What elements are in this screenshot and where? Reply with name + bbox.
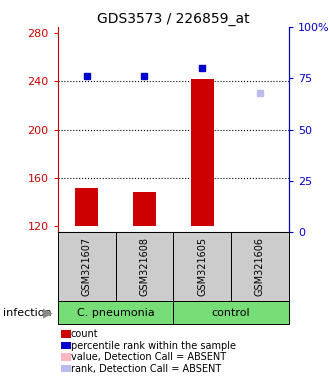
- Bar: [173, 301, 289, 324]
- Text: count: count: [71, 329, 99, 339]
- Bar: [231, 232, 289, 301]
- Text: GSM321608: GSM321608: [139, 237, 149, 296]
- Bar: [115, 232, 173, 301]
- Text: rank, Detection Call = ABSENT: rank, Detection Call = ABSENT: [71, 364, 221, 374]
- Text: control: control: [212, 308, 250, 318]
- Bar: [133, 192, 156, 226]
- Text: percentile rank within the sample: percentile rank within the sample: [71, 341, 236, 351]
- Text: C. pneumonia: C. pneumonia: [77, 308, 154, 318]
- Text: ▶: ▶: [43, 306, 53, 319]
- Bar: [58, 301, 173, 324]
- Title: GDS3573 / 226859_at: GDS3573 / 226859_at: [97, 12, 249, 26]
- Text: GSM321605: GSM321605: [197, 237, 207, 296]
- Bar: [75, 188, 98, 226]
- Bar: [58, 232, 115, 301]
- Bar: [173, 232, 231, 301]
- Text: GSM321607: GSM321607: [82, 237, 92, 296]
- Text: infection: infection: [3, 308, 52, 318]
- Text: GSM321606: GSM321606: [255, 237, 265, 296]
- Text: value, Detection Call = ABSENT: value, Detection Call = ABSENT: [71, 352, 226, 362]
- Bar: [191, 79, 214, 226]
